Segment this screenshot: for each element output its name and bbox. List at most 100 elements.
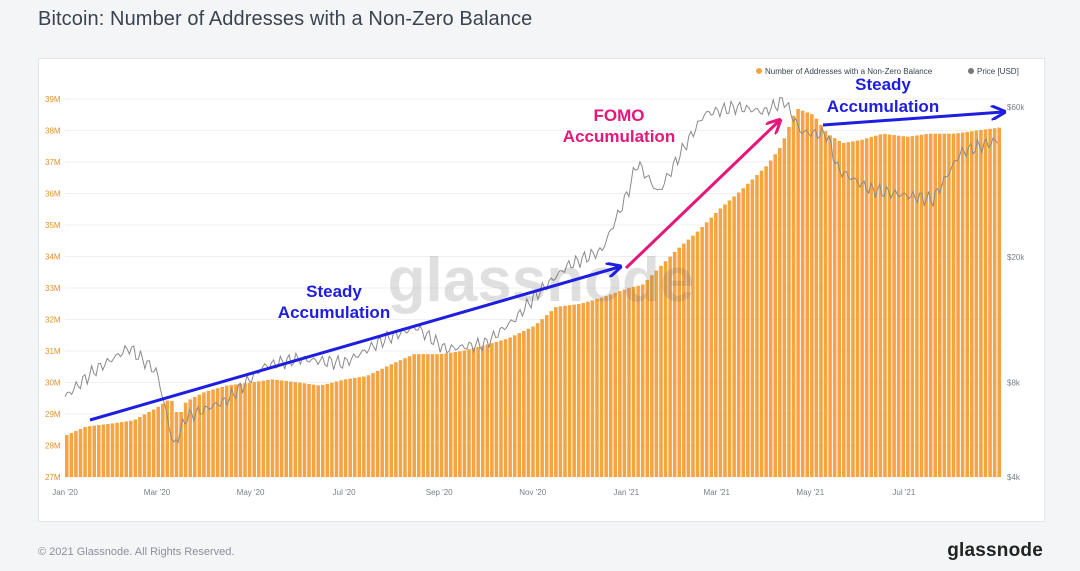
address-bar [951, 133, 956, 477]
address-bar [348, 378, 352, 477]
address-bar [256, 381, 261, 477]
address-bar [810, 114, 814, 478]
address-bar [938, 133, 942, 477]
x-tick-label: Jan '21 [614, 488, 640, 497]
address-bar [636, 285, 640, 477]
address-bar [407, 356, 412, 477]
address-bar [435, 354, 439, 477]
address-bar [970, 131, 974, 478]
address-bar [238, 383, 243, 477]
address-bar [627, 287, 631, 477]
x-tick-label: May '20 [237, 488, 265, 497]
y-left-tick-label: 35M [45, 221, 61, 230]
address-bar [928, 133, 933, 477]
x-tick-label: Jul '21 [892, 488, 915, 497]
address-bar [412, 354, 416, 477]
address-bar [764, 166, 768, 477]
address-bar [714, 212, 718, 477]
address-bar [192, 397, 197, 477]
address-bar [654, 270, 659, 477]
address-bar [709, 217, 714, 477]
y-left-tick-label: 32M [45, 316, 61, 325]
address-bar [453, 351, 458, 477]
address-bar [316, 385, 320, 477]
address-bar [531, 326, 535, 477]
address-bar [572, 304, 576, 477]
address-bar [183, 402, 188, 477]
address-bar [234, 384, 238, 477]
address-bar [426, 354, 430, 477]
address-bar [659, 265, 663, 477]
legend: Number of Addresses with a Non-Zero Bala… [756, 67, 1019, 76]
x-tick-label: May '21 [796, 488, 824, 497]
address-bar [444, 353, 448, 477]
address-bar [677, 247, 682, 477]
address-bar [220, 386, 224, 477]
address-bar [128, 420, 133, 477]
address-bar [298, 382, 302, 477]
address-bar [416, 354, 421, 477]
fomo-label-line1: FOMO [594, 106, 645, 125]
address-bar [96, 425, 101, 477]
address-bar [252, 382, 256, 477]
address-bar [275, 379, 279, 477]
address-bar [384, 366, 389, 477]
address-bar [796, 109, 800, 477]
address-bar [896, 135, 901, 477]
address-bar [965, 131, 970, 477]
address-bar [133, 419, 138, 477]
address-bar [371, 373, 375, 477]
address-bar [590, 300, 595, 477]
address-bar [613, 292, 618, 477]
address-bar [640, 284, 645, 477]
address-bar [485, 344, 490, 477]
address-bar [558, 306, 563, 477]
y-right-tick-label: $20k [1007, 253, 1025, 262]
address-bar [842, 142, 846, 478]
address-bar [755, 175, 759, 477]
address-bar [247, 382, 252, 477]
address-bar [74, 431, 78, 477]
address-bar [229, 385, 234, 477]
address-bar [462, 350, 467, 477]
address-bar [188, 399, 192, 477]
left-axis-ticks: 27M 28M 29M 30M 31M 32M 33M 34M 35M 36M 37M 38M 39M [45, 95, 61, 482]
address-bar [704, 222, 709, 477]
address-bar [165, 400, 170, 477]
y-left-tick-label: 31M [45, 347, 61, 356]
address-bar [819, 124, 823, 478]
address-bar [608, 294, 613, 477]
address-bar [480, 345, 485, 477]
address-bar [768, 160, 773, 477]
fomo-arrow [624, 121, 779, 270]
address-bar [311, 384, 316, 477]
address-bar [65, 435, 69, 477]
x-tick-label: Jul '20 [333, 488, 356, 497]
page-title: Bitcoin: Number of Addresses with a Non-… [38, 8, 533, 30]
address-bar [288, 381, 293, 477]
address-bar [156, 406, 160, 477]
address-bar [837, 140, 842, 477]
bar-series [65, 109, 1001, 478]
steady-label-2-line2: Accumulation [827, 97, 939, 116]
address-bar [142, 414, 147, 477]
x-tick-label: Nov '20 [519, 488, 546, 497]
address-bar [325, 383, 330, 477]
address-bar [261, 380, 266, 477]
address-bar [887, 134, 892, 477]
address-bar [224, 385, 229, 477]
address-bar [476, 346, 480, 477]
address-bar [375, 370, 380, 477]
steady-label-1-line2: Accumulation [278, 303, 390, 322]
address-bar [380, 368, 384, 477]
steady-label-1-line1: Steady [306, 282, 362, 301]
address-bar [668, 256, 672, 477]
address-bar [992, 128, 997, 477]
address-bar [983, 129, 988, 477]
price-line [64, 97, 998, 444]
address-bar [549, 311, 554, 477]
address-bar [293, 382, 298, 477]
address-bar [508, 337, 512, 477]
address-bar [330, 382, 334, 477]
address-bar [352, 377, 357, 477]
